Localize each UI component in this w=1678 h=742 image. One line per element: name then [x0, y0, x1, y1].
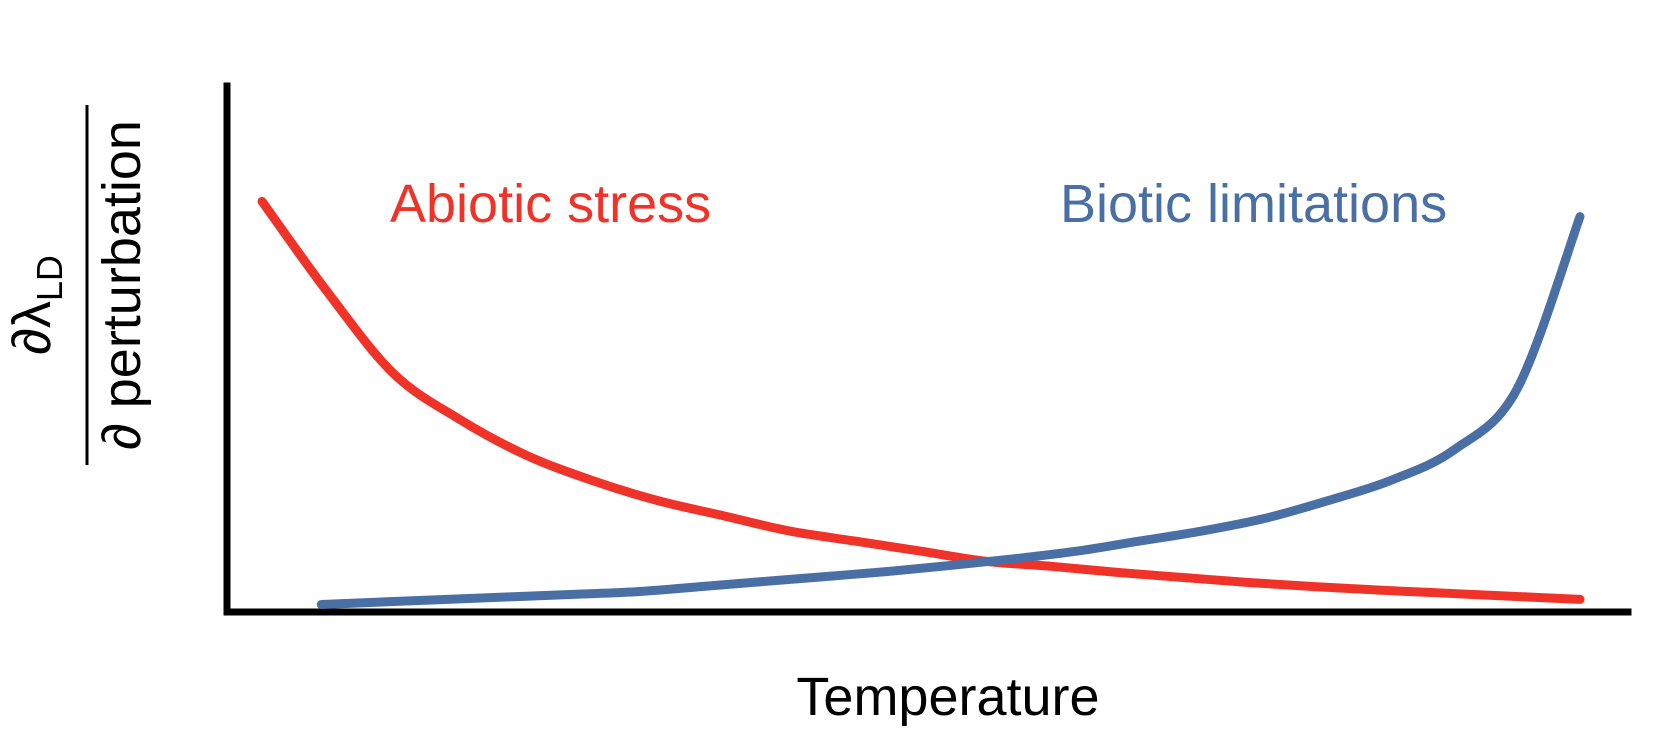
y-label-denominator: ∂ perturbation: [92, 120, 152, 450]
x-axis-label: Temperature: [796, 667, 1099, 727]
series-label-abiotic-stress: Abiotic stress: [390, 174, 711, 234]
series-line-biotic-limitations: [316, 212, 1585, 609]
y-label-numerator-subscript: LD: [29, 255, 70, 301]
y-label-numerator-symbol: ∂λ: [2, 301, 62, 355]
series-label-biotic-limitations: Biotic limitations: [1060, 174, 1447, 234]
y-label-numerator: ∂λLD: [2, 255, 70, 355]
series-line-abiotic-stress: [257, 196, 1585, 604]
y-axis-label: ∂λLD ∂ perturbation: [2, 105, 152, 465]
